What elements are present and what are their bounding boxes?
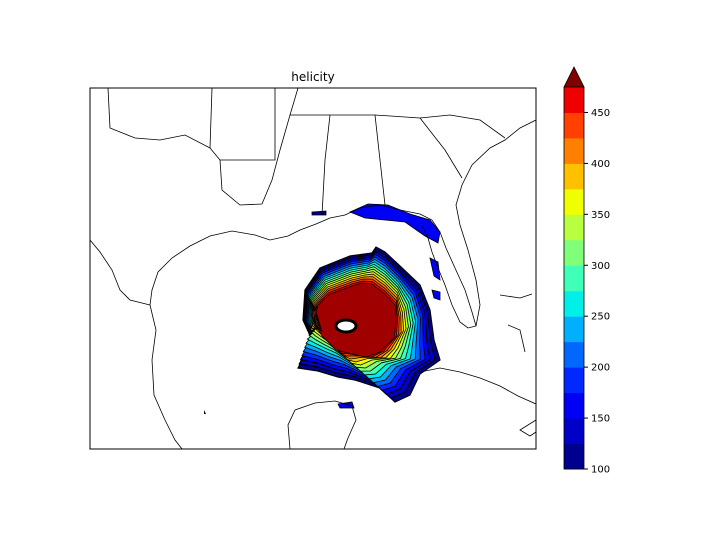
colorbar-tick-label: 450	[591, 108, 610, 119]
colorbar-tick-label: 350	[591, 210, 610, 221]
colorbar-tick-label: 250	[591, 312, 610, 323]
map-area	[90, 88, 536, 449]
contour-level	[311, 282, 397, 358]
colorbar-band	[564, 112, 584, 139]
colorbar-band	[564, 137, 584, 164]
colorbar-band	[564, 265, 584, 292]
coastlines	[90, 88, 536, 449]
colorbar-band	[564, 214, 584, 241]
colorbar-band	[564, 188, 584, 215]
colorbar-band	[564, 163, 584, 190]
map-frame	[89, 87, 537, 450]
colorbar-extend-arrow	[563, 66, 585, 88]
plot-title: helicity	[291, 70, 335, 84]
colorbar-tick-label: 100	[591, 465, 610, 476]
colorbar-ticks: 100 150 200 250 300 350 400 450	[584, 108, 610, 476]
colorbar-tick-label: 150	[591, 414, 610, 425]
colorbar-band	[564, 443, 584, 470]
colorbar-tick-label: 400	[591, 159, 610, 170]
storm-eye	[334, 318, 358, 334]
colorbar	[563, 66, 585, 470]
colorbar-band	[564, 87, 584, 113]
colorbar-band	[564, 290, 584, 317]
colorbar-tick-label: 200	[591, 363, 610, 374]
colorbar-tick-label: 300	[591, 261, 610, 272]
helicity-contours	[297, 246, 441, 403]
colorbar-band	[564, 316, 584, 343]
island-patch	[204, 410, 206, 414]
colorbar-band	[564, 392, 584, 419]
colorbar-band	[564, 341, 584, 368]
colorbar-band	[564, 239, 584, 266]
colorbar-band	[564, 367, 584, 394]
colorbar-band	[564, 418, 584, 445]
